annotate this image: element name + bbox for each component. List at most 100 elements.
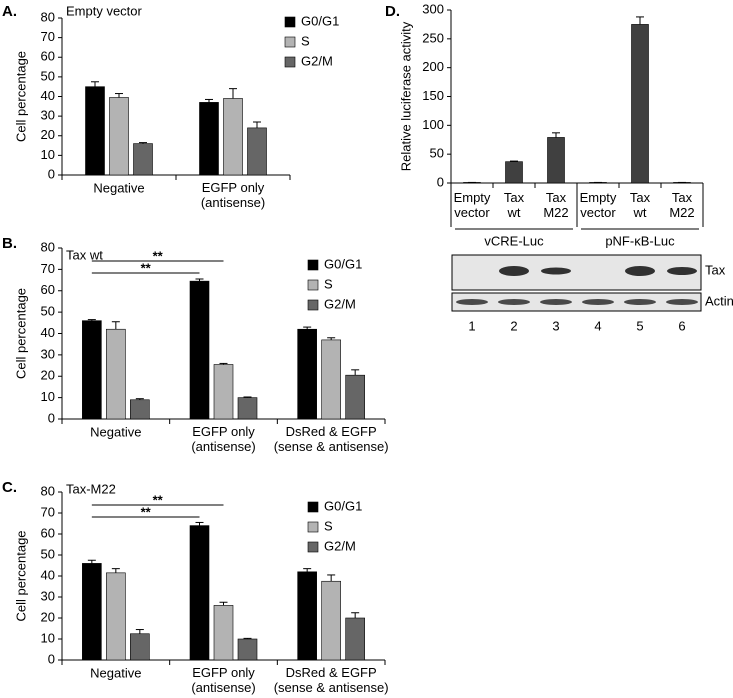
y-tick-label: 10: [41, 389, 55, 404]
bar: [82, 563, 102, 661]
legend-label: S: [324, 276, 333, 291]
x-tick-label: EGFP only (antisense): [191, 665, 255, 695]
legend-label: S: [324, 518, 333, 533]
x-tick-label: Negative: [90, 424, 141, 439]
legend-label: S: [301, 33, 310, 48]
bar: [213, 605, 234, 661]
y-tick-label: 80: [41, 483, 55, 498]
lane-number: 2: [510, 318, 517, 333]
legend-swatch: [284, 16, 296, 28]
bar: [321, 339, 341, 420]
y-tick-label: 50: [430, 146, 444, 161]
lane-number: 1: [468, 318, 475, 333]
legend-swatch: [307, 521, 319, 533]
blot-tax: [451, 254, 702, 291]
error-bar: [243, 396, 252, 398]
y-tick-label: 10: [41, 147, 55, 162]
legend-swatch: [307, 279, 319, 291]
legend-label: G2/M: [301, 53, 333, 68]
legend-label: G2/M: [324, 538, 356, 553]
bar: [547, 137, 565, 184]
panel-label: D.: [385, 3, 400, 20]
x-tick-label: Negative: [90, 665, 141, 680]
y-tick-label: 30: [41, 108, 55, 123]
y-tick-label: 30: [41, 588, 55, 603]
bar: [321, 580, 341, 661]
y-tick-label: 70: [41, 29, 55, 44]
bar: [189, 525, 210, 661]
y-tick-label: 30: [41, 346, 55, 361]
legend-label: G0/G1: [301, 13, 339, 28]
bar: [297, 328, 317, 420]
legend-swatch: [307, 259, 319, 271]
y-tick-label: 20: [41, 127, 55, 142]
chart-title: Tax wt: [66, 247, 103, 262]
group-label: pNF-κB-Luc: [605, 233, 675, 248]
y-tick-label: 0: [48, 166, 55, 181]
lane-number: 4: [594, 318, 601, 333]
x-tick-label: Tax M22: [543, 190, 568, 220]
legend-swatch: [307, 299, 319, 311]
bar: [247, 127, 267, 176]
significance-label: **: [141, 504, 152, 519]
blot-actin: [451, 292, 702, 312]
y-tick-label: 80: [41, 9, 55, 24]
blot-label: Tax: [705, 262, 726, 277]
lane-number: 6: [678, 318, 685, 333]
y-tick-label: 100: [422, 117, 444, 132]
bar: [223, 98, 243, 176]
bar: [213, 364, 234, 420]
blot-band: [540, 299, 572, 305]
blot-band: [499, 266, 529, 276]
error-bar: [636, 16, 644, 25]
y-tick-label: 60: [41, 49, 55, 64]
blot-band: [582, 299, 614, 305]
group-label: vCRE-Luc: [484, 233, 544, 248]
blot-band: [541, 267, 571, 275]
bar: [85, 86, 105, 176]
legend-swatch: [307, 541, 319, 553]
lane-number: 5: [636, 318, 643, 333]
y-axis-label: Relative luciferase activity: [398, 21, 413, 171]
error-bar: [219, 601, 228, 606]
bar: [199, 102, 219, 176]
x-tick-label: DsRed & EGFP (sense & antisense): [274, 665, 389, 695]
error-bar: [139, 142, 147, 144]
blot-band: [666, 299, 698, 305]
panel-label: C.: [2, 479, 17, 496]
legend-swatch: [307, 501, 319, 513]
y-axis-label: Cell percentage: [13, 51, 28, 142]
error-bar: [351, 612, 360, 618]
bar: [106, 328, 126, 420]
y-tick-label: 300: [422, 1, 444, 16]
y-tick-label: 70: [41, 261, 55, 276]
x-tick-label: Empty vector: [580, 190, 617, 220]
lane-number: 3: [552, 318, 559, 333]
error-bar: [243, 637, 252, 639]
legend-label: G2/M: [324, 296, 356, 311]
error-bar: [135, 398, 144, 400]
significance-label: **: [153, 492, 164, 507]
y-tick-label: 60: [41, 525, 55, 540]
error-bar: [303, 568, 312, 572]
x-tick-label: Negative: [93, 180, 144, 195]
y-tick-label: 20: [41, 368, 55, 383]
y-axis-label: Cell percentage: [13, 288, 28, 379]
blot-band: [624, 299, 656, 305]
y-tick-label: 200: [422, 59, 444, 74]
y-tick-label: 250: [422, 30, 444, 45]
bar: [505, 161, 523, 184]
x-tick-label: EGFP only (antisense): [201, 180, 265, 210]
error-bar: [195, 278, 204, 282]
error-bar: [219, 362, 228, 365]
bar: [345, 617, 365, 661]
y-tick-label: 50: [41, 68, 55, 83]
y-tick-label: 40: [41, 325, 55, 340]
error-bar: [253, 121, 261, 128]
bar: [130, 633, 150, 661]
legend-label: G0/G1: [324, 256, 362, 271]
x-tick-label: EGFP only (antisense): [191, 424, 255, 454]
bar: [237, 397, 258, 420]
error-bar: [91, 81, 99, 87]
